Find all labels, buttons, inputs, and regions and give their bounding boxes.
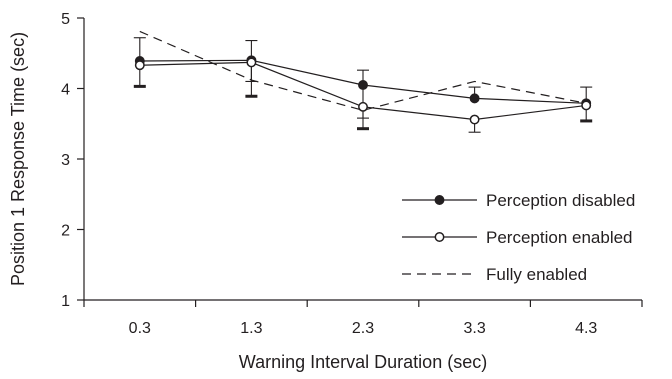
legend-perception-enabled-label: Perception enabled <box>486 228 633 247</box>
legend: Perception disabled Perception enabled Ful… <box>402 191 635 284</box>
y-tick-label: 4 <box>61 82 70 99</box>
x-tick-label: 3.3 <box>463 320 485 337</box>
series-layer <box>133 30 593 133</box>
x-axis-title: Warning Interval Duration (sec) <box>239 352 487 372</box>
y-tick-label: 5 <box>61 11 70 28</box>
x-tick-label: 1.3 <box>240 320 262 337</box>
perception-enabled-point <box>134 60 145 71</box>
x-tick-label: 0.3 <box>129 320 151 337</box>
legend-perception-disabled-marker <box>434 195 445 205</box>
y-tick-label: 2 <box>61 223 70 240</box>
perception-disabled-point <box>358 80 368 90</box>
perception-enabled-point <box>581 100 592 111</box>
perception-enabled-point <box>358 101 368 112</box>
legend-perception-disabled-label: Perception disabled <box>486 191 635 210</box>
x-tick-label: 4.3 <box>575 320 597 337</box>
legend-fully-enabled-label: Fully enabled <box>486 265 587 284</box>
perception-enabled-point <box>469 114 480 125</box>
y-tick-label: 3 <box>61 152 70 169</box>
x-tick-label: 2.3 <box>352 320 374 337</box>
perception-enabled-point <box>246 57 257 68</box>
legend-perception-enabled-marker <box>434 232 445 242</box>
axes: 1 2 3 4 5 0.3 1.3 2.3 3.3 4.3 <box>61 11 643 337</box>
y-tick-label: 1 <box>61 293 70 310</box>
y-axis-title: Position 1 Response Time (sec) <box>8 32 28 286</box>
perception-disabled-point <box>469 93 480 104</box>
